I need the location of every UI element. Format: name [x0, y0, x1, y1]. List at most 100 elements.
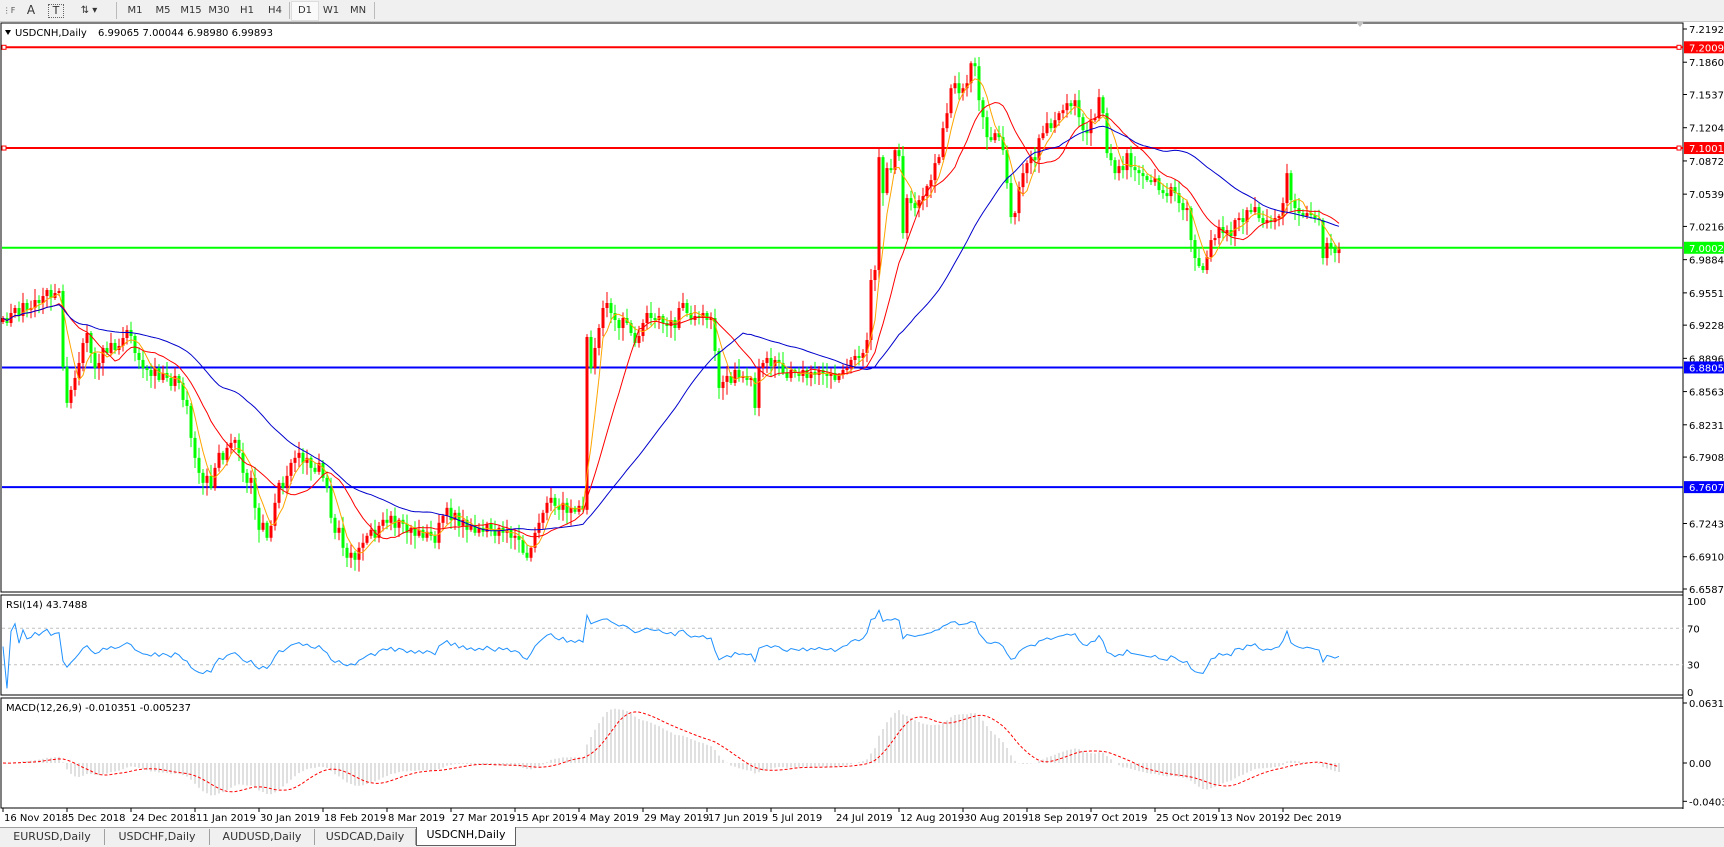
tab-eurusd[interactable]: EURUSD,Daily [0, 829, 105, 845]
candle-body [141, 359, 145, 368]
candle-body [549, 497, 553, 503]
candle-body [961, 88, 965, 94]
candle-body [1049, 123, 1053, 129]
tab-audusd[interactable]: AUDUSD,Daily [210, 829, 315, 845]
date-tick-label: 15 Apr 2019 [516, 813, 578, 824]
candle-body [821, 369, 825, 374]
candle-body [1285, 173, 1289, 204]
timeframe-h1[interactable]: H1 [240, 5, 254, 16]
date-tick-label: 29 May 2019 [644, 813, 709, 824]
chart-shift-marker-icon[interactable] [1356, 22, 1364, 27]
candle-body [65, 366, 69, 403]
date-tick-label: 18 Sep 2019 [1028, 813, 1091, 824]
timeframe-h4[interactable]: H4 [268, 5, 282, 16]
timeframe-m1[interactable]: M1 [127, 5, 143, 16]
candle-body [221, 452, 225, 460]
candle-body [913, 203, 917, 209]
candle-body [1265, 220, 1269, 224]
tab-usdcad[interactable]: USDCAD,Daily [315, 829, 416, 845]
candle-body [497, 527, 501, 536]
candle-body [1105, 113, 1109, 154]
date-tick-label: 24 Dec 2018 [132, 813, 196, 824]
rsi-panel[interactable] [0, 594, 1684, 696]
date-tick-label: 12 Aug 2019 [900, 813, 964, 824]
timeframe-d1[interactable]: D1 [291, 1, 319, 21]
timeframe-w1[interactable]: W1 [322, 5, 340, 16]
chart-menu-triangle-icon[interactable] [5, 30, 11, 35]
price-line-label-bg [1684, 361, 1724, 374]
candle-body [25, 303, 29, 310]
candle-body [297, 452, 301, 458]
candle-body [1253, 207, 1257, 213]
candle-body [345, 547, 349, 558]
main-price-panel[interactable] [0, 22, 1684, 593]
candle-body [893, 150, 897, 171]
tab-usdcnh[interactable]: USDCNH,Daily [416, 827, 516, 846]
chart-window[interactable]: 7.21925 7.18600 7.15370 7.12045 7.08720 7.053… [0, 0, 1724, 827]
candle-body [1045, 123, 1049, 134]
text-label-tool-icon[interactable]: T [48, 4, 64, 18]
candle-body [73, 377, 77, 390]
candle-body [441, 515, 445, 523]
candle-body [593, 347, 597, 368]
candle-body [133, 335, 137, 353]
candle-body [449, 507, 453, 520]
candle-body [905, 198, 909, 234]
candle-body [385, 519, 389, 523]
candle-body [1313, 215, 1317, 219]
candle-body [669, 319, 673, 326]
candle-body [641, 322, 645, 336]
date-tick-label: 30 Jan 2019 [260, 813, 320, 824]
candle-body [329, 487, 333, 518]
price-tick-label: 7.15370 [1689, 90, 1724, 101]
candle-body [253, 477, 257, 508]
candle-body [729, 375, 733, 383]
candle-body [1025, 163, 1029, 174]
candle-body [997, 133, 1001, 138]
candle-body [1077, 100, 1081, 118]
timeframe-m15[interactable]: M15 [180, 5, 202, 16]
candle-body [901, 156, 905, 234]
candle-body [105, 347, 109, 353]
candle-body [169, 377, 173, 386]
arrows-tool-icon[interactable]: ⇅ ▾ [80, 5, 98, 16]
timeframe-mn[interactable]: MN [349, 5, 367, 16]
candle-body [1117, 166, 1121, 174]
macd-tick-label: 0.00 [1689, 759, 1711, 770]
candle-body [789, 369, 793, 378]
timeframe-m5[interactable]: M5 [155, 5, 171, 16]
candle-body [881, 157, 885, 194]
candle-body [565, 502, 569, 513]
candle-body [1233, 220, 1237, 237]
rsi-level-label: 100 [1687, 597, 1706, 608]
timeframe-m30[interactable]: M30 [208, 5, 230, 16]
candle-body [973, 63, 977, 67]
candle-body [109, 342, 113, 353]
candle-body [1129, 153, 1133, 168]
candle-body [477, 527, 481, 533]
date-tick-label: 25 Oct 2019 [1156, 813, 1218, 824]
candle-body [265, 522, 269, 538]
candle-body [945, 113, 949, 129]
candle-body [809, 371, 813, 378]
candle-body [517, 535, 521, 540]
tab-usdchf[interactable]: USDCHF,Daily [105, 829, 210, 845]
candle-body [1305, 213, 1309, 217]
candle-body [545, 502, 549, 513]
candle-body [941, 128, 945, 158]
candle-body [85, 332, 89, 343]
candle-body [537, 522, 541, 533]
price-line-label-bg [1684, 241, 1724, 254]
candle-body [425, 531, 429, 538]
candles [1, 57, 1341, 572]
candle-body [529, 547, 533, 558]
macd-panel[interactable] [0, 697, 1684, 809]
candle-body [257, 507, 261, 530]
date-tick-label: 5 Dec 2018 [68, 813, 126, 824]
candle-body [1209, 240, 1213, 258]
toolbar: ⋮F A T ⇅ ▾ M1 M5 M15 M30 H1 H4 D1 W1 MN [0, 0, 1724, 22]
period-separator-icon[interactable]: ⋮F [2, 6, 16, 15]
macd-header: MACD(12,26,9) -0.010351 -0.005237 [6, 703, 191, 714]
date-tick-label: 24 Jul 2019 [836, 813, 893, 824]
text-tool-icon[interactable]: A [26, 3, 36, 17]
